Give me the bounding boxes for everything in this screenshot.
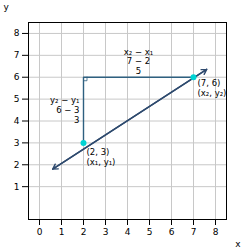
svg-text:4: 4 — [125, 227, 131, 237]
svg-text:6: 6 — [169, 227, 175, 237]
svg-text:8: 8 — [213, 227, 219, 237]
svg-text:7: 7 — [191, 227, 197, 237]
svg-text:0: 0 — [37, 227, 43, 237]
svg-text:7: 7 — [14, 50, 20, 60]
svg-text:1: 1 — [14, 182, 20, 192]
svg-text:(7, 6)(x₂, y₂): (7, 6)(x₂, y₂) — [198, 78, 227, 98]
svg-text:5: 5 — [147, 227, 153, 237]
svg-text:2: 2 — [81, 227, 87, 237]
svg-text:x₂ − x₁7 − 25: x₂ − x₁7 − 25 — [124, 47, 153, 77]
svg-text:6: 6 — [14, 72, 20, 82]
svg-text:3: 3 — [14, 138, 20, 148]
svg-text:2: 2 — [14, 160, 20, 170]
svg-text:1: 1 — [59, 227, 65, 237]
svg-text:8: 8 — [14, 28, 20, 38]
svg-text:5: 5 — [14, 94, 20, 104]
svg-text:x: x — [235, 239, 241, 249]
svg-text:(2, 3)(x₁, y₁): (2, 3)(x₁, y₁) — [87, 147, 116, 167]
svg-text:4: 4 — [14, 116, 20, 126]
svg-text:3: 3 — [103, 227, 109, 237]
svg-text:y₂ − y₁6 − 33: y₂ − y₁6 − 33 — [50, 95, 79, 125]
svg-text:y: y — [4, 2, 10, 12]
